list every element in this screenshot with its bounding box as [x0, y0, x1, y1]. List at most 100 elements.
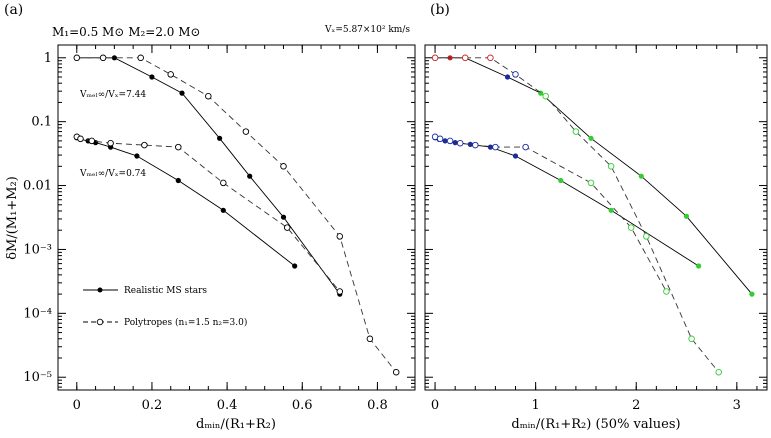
- ytick-label-5: 10⁻⁵: [23, 370, 52, 385]
- legend: Realistic MS stars Polytropes (n₁=1.5 n₂…: [83, 286, 247, 328]
- data-point-0-1-8: [292, 263, 298, 269]
- ytick-label-2: 0.01: [23, 179, 52, 194]
- data-point-0-0-3: [179, 90, 185, 96]
- data-point-1-3-2: [446, 137, 454, 145]
- data-point-1-1-9: [696, 263, 702, 269]
- panel-b-label: (b): [430, 2, 450, 18]
- xtick-label-0-3: 0.6: [292, 398, 313, 413]
- data-point-0-2-8: [366, 335, 374, 343]
- data-point-1-3-1: [436, 135, 444, 143]
- data-point-1-1-4: [467, 141, 473, 147]
- panel-a-plot: 0 0.2 0.4 0.6 0.8 1 0.1 0.01 10⁻³ 10⁻⁴ 10⁻⁵: [23, 45, 416, 413]
- data-point-0-0-1: [111, 55, 117, 61]
- data-point-0-1-7: [220, 207, 226, 213]
- data-point-1-3-7: [587, 179, 595, 187]
- data-point-0-2-7: [336, 233, 344, 240]
- data-point-0-2-4: [205, 92, 212, 100]
- data-point-1-2-6: [607, 163, 615, 170]
- data-point-0-2-3: [167, 71, 174, 78]
- data-point-0-1-5: [134, 153, 140, 159]
- panel-a-frame: [57, 44, 416, 391]
- data-point-1-2-4: [542, 92, 549, 100]
- data-point-0-0-4: [217, 135, 223, 141]
- data-point-1-3-3: [456, 139, 464, 147]
- data-point-0-2-6: [280, 163, 287, 170]
- annotation-v074: Vₘₑₗ∞/Vₓ=0.74: [79, 169, 146, 179]
- data-point-0-3-8: [336, 288, 344, 295]
- panel-a-xlabel: dₘᵢₙ/(R₁+R₂): [196, 417, 276, 432]
- data-point-0-3-2: [88, 137, 96, 145]
- legend-marker-realistic: [97, 287, 103, 293]
- panel-a-label: (a): [4, 2, 23, 18]
- panel-b-frame: [424, 44, 768, 391]
- series-line-0-2: [76, 57, 397, 373]
- data-point-0-2-0: [73, 54, 81, 62]
- data-point-0-3-3: [107, 139, 114, 147]
- data-point-0-0-2: [149, 74, 155, 80]
- data-point-1-1-3: [452, 140, 458, 146]
- xtick-label-1-3: 3: [733, 398, 741, 413]
- series-line-1-1: [434, 137, 699, 267]
- data-point-1-1-6: [512, 153, 519, 159]
- series-line-1-2: [435, 57, 720, 373]
- ytick-label-3: 10⁻³: [23, 242, 52, 257]
- data-point-1-2-8: [688, 335, 695, 343]
- ytick-label-4: 10⁻⁴: [23, 306, 52, 321]
- xtick-label-1-2: 2: [632, 398, 640, 413]
- xtick-label-0-2: 0.4: [217, 398, 238, 413]
- data-point-1-2-5: [572, 128, 580, 135]
- series-line-0-3: [76, 136, 341, 292]
- data-point-0-3-4: [141, 141, 148, 149]
- data-point-1-2-9: [715, 368, 722, 376]
- series-line-1-0: [435, 57, 753, 295]
- data-point-1-2-1: [461, 54, 469, 62]
- data-point-1-3-9: [663, 288, 670, 295]
- data-point-1-2-2: [487, 54, 494, 62]
- data-point-0-3-5: [175, 143, 182, 151]
- data-point-0-0-6: [280, 214, 287, 220]
- annotation-v744: Vₘₑₗ∞/Vₓ=7.44: [79, 90, 146, 100]
- data-point-0-1-6: [175, 177, 181, 184]
- data-point-0-0-5: [247, 173, 253, 179]
- legend-label-realistic: Realistic MS stars: [124, 286, 207, 296]
- data-point-0-3-1: [77, 135, 84, 143]
- panel-b-xlabel: dₘᵢₙ/(R₁+R₂) (50% values): [511, 417, 680, 432]
- xtick-label-0-1: 0.2: [142, 398, 163, 413]
- data-point-1-2-3: [512, 71, 519, 78]
- data-point-1-1-8: [608, 207, 614, 213]
- data-point-0-2-5: [242, 128, 250, 135]
- data-point-1-0-3: [504, 74, 511, 80]
- data-point-0-2-2: [137, 54, 144, 62]
- data-point-1-2-7: [643, 233, 650, 240]
- xtick-label-1-0: 0: [431, 398, 439, 413]
- ylabel: δM/(M₁+M₂): [5, 176, 20, 260]
- data-point-1-3-8: [627, 224, 635, 231]
- data-point-1-0-7: [683, 213, 690, 219]
- data-point-1-1-2: [442, 138, 448, 144]
- masses-header: M₁=0.5 M⊙ M₂=2.0 M⊙: [52, 25, 201, 39]
- panel-b-plot: 0 1 2 3: [425, 45, 767, 413]
- legend-label-polytropes: Polytropes (n₁=1.5 n₂=3.0): [124, 317, 247, 328]
- series-line-0-0: [76, 57, 341, 295]
- legend-marker-polytropes: [96, 318, 104, 326]
- data-point-0-3-7: [283, 224, 291, 231]
- ytick-label-0: 1: [44, 51, 52, 66]
- xtick-label-0-4: 0.8: [367, 398, 388, 413]
- data-point-1-3-4: [472, 141, 479, 149]
- data-point-0-3-6: [220, 179, 227, 187]
- data-point-0-2-9: [392, 368, 400, 376]
- series-line-1-3: [434, 136, 667, 292]
- data-point-1-3-6: [522, 143, 529, 151]
- data-point-1-1-7: [558, 177, 564, 184]
- data-point-1-0-6: [638, 173, 644, 179]
- data-point-1-3-5: [492, 143, 499, 151]
- data-point-0-2-1: [99, 54, 107, 62]
- data-point-1-0-5: [588, 135, 594, 141]
- series-line-0-1: [76, 137, 295, 267]
- data-point-1-1-5: [487, 144, 493, 150]
- xtick-label-0-0: 0: [73, 398, 81, 413]
- data-point-1-2-0: [431, 54, 439, 62]
- ytick-label-1: 0.1: [31, 115, 52, 130]
- velocity-header: Vₓ=5.87×10² km/s: [324, 25, 410, 35]
